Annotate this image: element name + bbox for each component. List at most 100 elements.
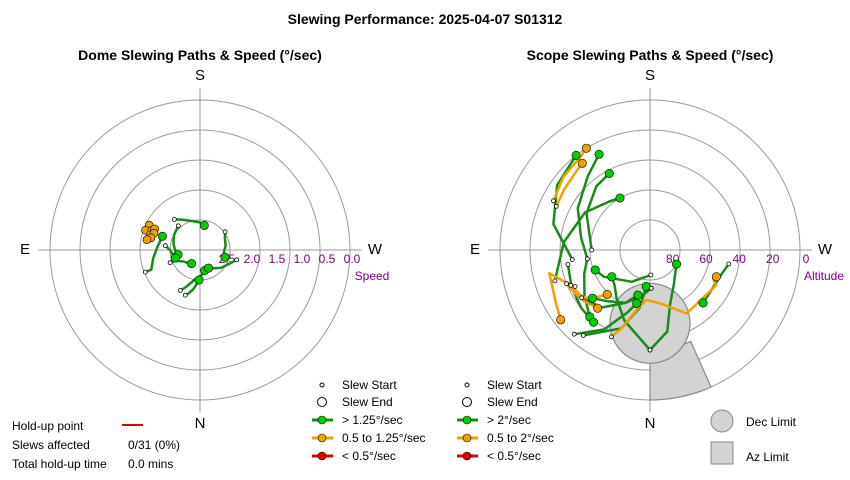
dome-polar-chart: Dome Slewing Paths & Speed (°/sec) S N E… bbox=[20, 47, 389, 432]
slew-end-point bbox=[590, 265, 600, 275]
slew-end-point bbox=[571, 150, 581, 160]
slew-start-point bbox=[568, 282, 574, 288]
slew-start-point bbox=[589, 247, 595, 253]
legend-fast: > 1.25°/sec bbox=[342, 413, 403, 427]
slew-start-point bbox=[182, 292, 188, 298]
scope-radial-tick: 20 bbox=[766, 252, 780, 266]
slew-end-point bbox=[607, 272, 617, 282]
holdup-info: Hold-up point Slews affected 0/31 (0%) T… bbox=[12, 419, 180, 471]
scope-chart-title: Scope Slewing Paths & Speed (°/sec) bbox=[527, 47, 774, 63]
slew-start-point bbox=[565, 262, 571, 267]
dome-radial-tick: 0.0 bbox=[344, 252, 361, 266]
legend2-fast-marker bbox=[462, 415, 472, 425]
slew-path bbox=[610, 275, 718, 339]
slew-start-point bbox=[564, 281, 569, 287]
slew-path bbox=[585, 172, 611, 252]
legend-slew-end-marker bbox=[317, 397, 327, 407]
legend2-slew-start: Slew Start bbox=[487, 378, 542, 392]
holdup-total-label: Total hold-up time bbox=[12, 457, 107, 471]
legend2-fast: > 2°/sec bbox=[487, 413, 531, 427]
dome-radial-tick: 2.0 bbox=[244, 252, 261, 266]
holdup-slews-label: Slews affected bbox=[12, 438, 90, 452]
legend-medium-marker bbox=[317, 433, 327, 443]
slew-end-point bbox=[589, 317, 599, 327]
dome-chart-title: Dome Slewing Paths & Speed (°/sec) bbox=[78, 47, 322, 63]
slew-path bbox=[593, 268, 653, 284]
legend-medium: 0.5 to 1.25°/sec bbox=[342, 431, 426, 445]
slew-path bbox=[572, 302, 638, 336]
slew-end-point bbox=[587, 293, 597, 303]
figure-title: Slewing Performance: 2025-04-07 S01312 bbox=[288, 11, 563, 27]
slew-start-point bbox=[609, 334, 614, 340]
scope-radial-tick: 0 bbox=[803, 252, 810, 266]
slew-end-point bbox=[220, 252, 230, 262]
dome-dir-left: E bbox=[20, 241, 30, 258]
scope-paths bbox=[548, 146, 731, 352]
slew-end-point bbox=[641, 281, 651, 291]
slew-end-point bbox=[615, 193, 625, 203]
legend-dec-limit-marker bbox=[710, 409, 734, 433]
slew-start-point bbox=[584, 256, 590, 262]
dome-radial-tick: 1.0 bbox=[294, 252, 311, 266]
slew-end-point bbox=[671, 259, 681, 269]
scope-dir-bottom: N bbox=[645, 415, 656, 432]
scope-legend: Slew Start Slew End > 2°/sec 0.5 to 2°/s… bbox=[457, 378, 797, 465]
slew-path bbox=[144, 235, 164, 274]
slew-path bbox=[569, 284, 609, 300]
legend-dec-limit: Dec Limit bbox=[746, 415, 797, 429]
legend-az-limit-marker bbox=[710, 441, 734, 465]
slew-start-point bbox=[579, 295, 585, 301]
holdup-slews-value: 0/31 (0%) bbox=[128, 438, 180, 452]
slew-start-point bbox=[726, 261, 732, 267]
slew-end-point bbox=[199, 220, 209, 230]
scope-radial-tick: 60 bbox=[699, 252, 713, 266]
scope-radial-label: Altitude bbox=[804, 269, 844, 283]
slew-path bbox=[610, 275, 652, 352]
scope-dir-top: S bbox=[645, 67, 655, 84]
slew-start-point bbox=[580, 332, 586, 338]
slew-start-point bbox=[162, 243, 168, 249]
slew-start-point bbox=[647, 347, 653, 353]
slew-start-point bbox=[571, 331, 577, 337]
medium-speed-point bbox=[142, 235, 152, 244]
legend2-slew-end-marker bbox=[462, 397, 472, 407]
legend-slow: < 0.5°/sec bbox=[342, 449, 396, 463]
legend-fast-marker bbox=[317, 415, 327, 425]
slew-end-point bbox=[602, 289, 612, 299]
slew-start-point bbox=[552, 278, 558, 284]
legend2-slow-marker bbox=[462, 451, 472, 461]
scope-radial-tick: 40 bbox=[733, 252, 747, 266]
slew-path bbox=[591, 287, 653, 305]
slew-start-point bbox=[175, 223, 181, 229]
legend-slew-end: Slew End bbox=[342, 395, 393, 409]
slew-start-point bbox=[553, 203, 559, 209]
slew-start-point bbox=[234, 257, 240, 263]
scope-limits bbox=[609, 282, 712, 401]
legend-slew-start: Slew Start bbox=[342, 378, 397, 392]
slew-start-point bbox=[572, 284, 578, 289]
dome-radial-tick: 0.5 bbox=[319, 252, 336, 266]
legend-slew-start-marker bbox=[319, 382, 325, 388]
legend2-slow: < 0.5°/sec bbox=[487, 449, 541, 463]
slew-end-point bbox=[187, 259, 197, 269]
scope-dir-left: E bbox=[470, 241, 480, 258]
slew-start-point bbox=[142, 269, 148, 275]
dome-radial-label: Speed bbox=[355, 269, 390, 283]
slew-end-point bbox=[632, 298, 642, 308]
legend2-slew-end: Slew End bbox=[487, 395, 538, 409]
dome-marks bbox=[141, 216, 240, 298]
slew-start-point bbox=[171, 216, 177, 222]
slew-start-point bbox=[569, 257, 575, 262]
scope-radial-ticks: 80 60 40 20 0 bbox=[666, 252, 810, 266]
slew-end-point bbox=[194, 275, 204, 285]
legend-slow-marker bbox=[317, 451, 327, 461]
slew-end-point bbox=[157, 231, 167, 241]
slew-path bbox=[582, 257, 592, 319]
dome-radial-tick: 1.5 bbox=[269, 252, 286, 266]
legend2-medium: 0.5 to 2°/sec bbox=[487, 431, 554, 445]
slew-end-point bbox=[581, 143, 591, 153]
slew-path bbox=[553, 196, 622, 283]
slew-end-point bbox=[633, 290, 643, 300]
slew-start-point bbox=[222, 229, 228, 235]
